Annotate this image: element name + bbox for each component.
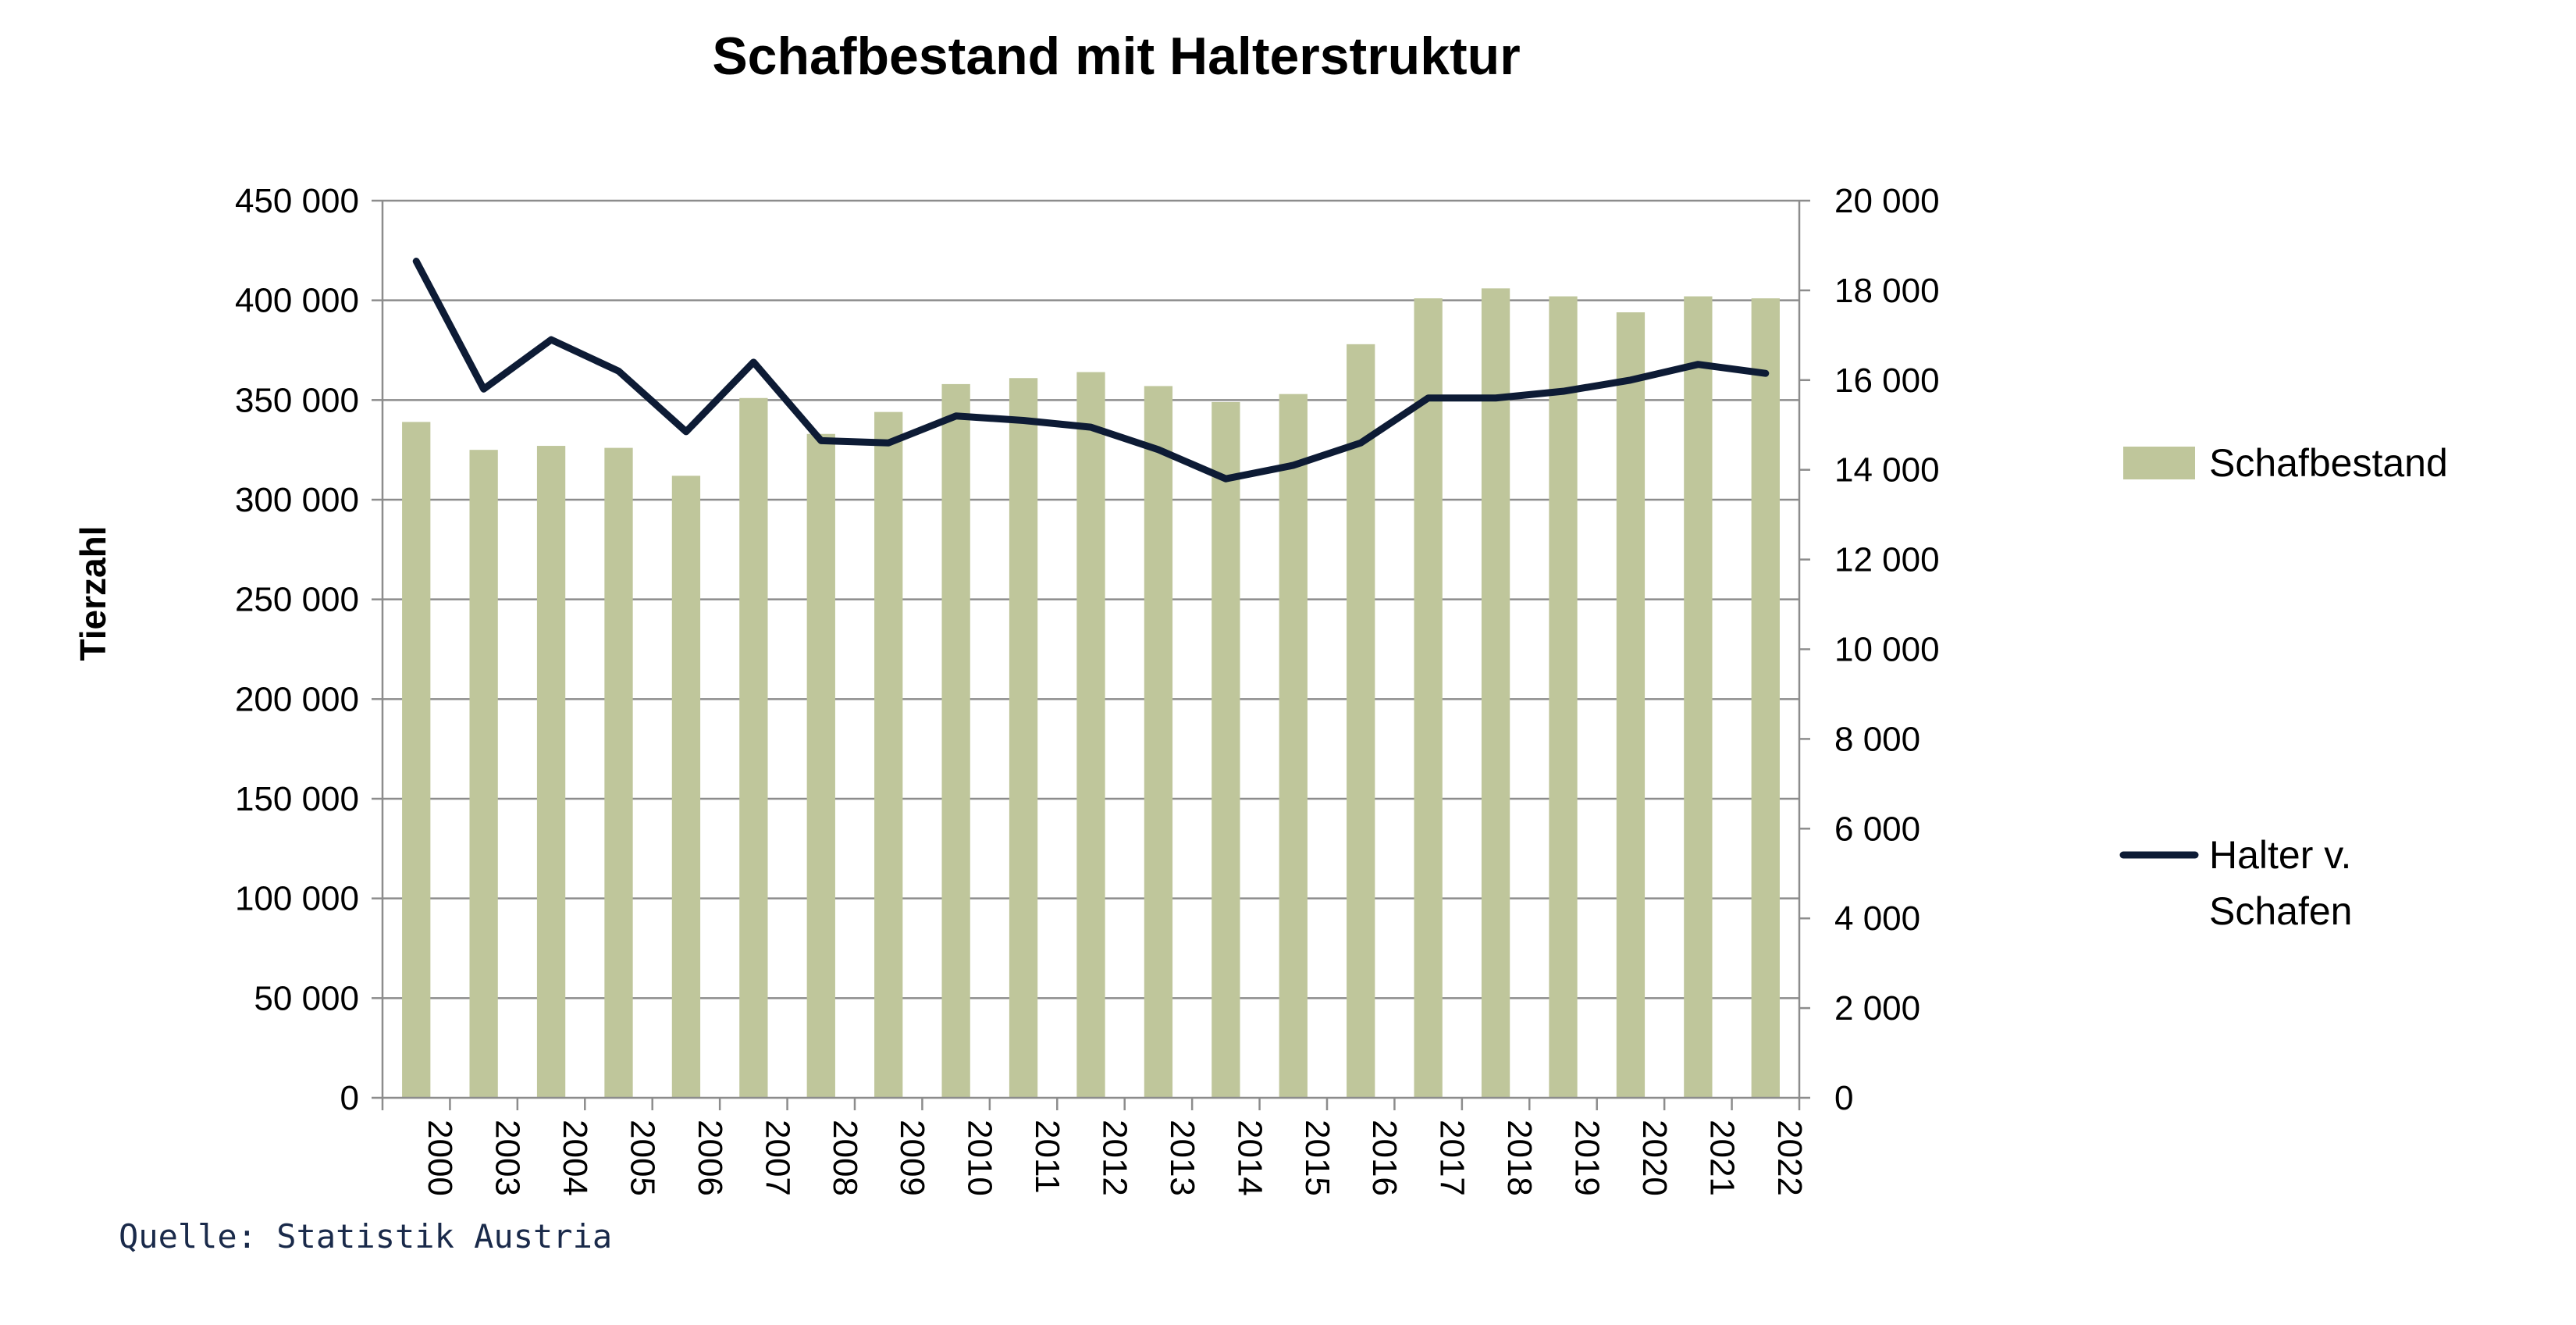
x-tick-label: 2017 [1433, 1120, 1471, 1196]
y-left-tick-label: 250 000 [235, 581, 359, 619]
bar-schafbestand [402, 422, 431, 1098]
x-tick-label: 2005 [624, 1120, 662, 1196]
bar-schafbestand [1076, 372, 1105, 1098]
bar-schafbestand [671, 476, 701, 1098]
y-left-tick-label: 200 000 [235, 680, 359, 718]
bar-schafbestand [469, 450, 498, 1098]
x-tick-label: 2011 [1028, 1120, 1066, 1194]
y-right-tick-label: 16 000 [1834, 362, 1940, 400]
bar-schafbestand [536, 446, 566, 1098]
bar-schafbestand [604, 447, 633, 1098]
x-tick-label: 2020 [1635, 1120, 1674, 1196]
y-right-tick-label: 20 000 [1834, 182, 1940, 220]
y-right-tick-label: 14 000 [1834, 451, 1940, 490]
legend-label-halter-line: Schafen [2209, 889, 2352, 933]
x-tick-label: 2019 [1568, 1120, 1606, 1196]
bar-schafbestand [739, 397, 768, 1098]
axis-layer [372, 199, 1810, 1110]
y-left-tick-label: 50 000 [254, 979, 359, 1017]
y-left-tick-label: 400 000 [235, 282, 359, 320]
bar-schafbestand [1751, 298, 1780, 1098]
x-tick-layer: 2000 2003 2004 2005 2006 2007 2008 2009 2010 2011… [421, 1120, 1809, 1196]
x-tick-label: 2013 [1163, 1120, 1201, 1196]
bar-schafbestand [874, 411, 903, 1098]
bar-schafbestand [1212, 401, 1240, 1098]
x-tick-label: 2021 [1703, 1120, 1741, 1196]
x-tick-label: 2010 [961, 1120, 999, 1196]
y-right-tick-label: 6 000 [1834, 810, 1920, 848]
x-tick-label: 2015 [1298, 1120, 1336, 1196]
legend-label-halter: Halter v. Schafen [2209, 833, 2352, 933]
x-tick-label: 2004 [556, 1120, 594, 1196]
y-right-tick-label: 0 [1834, 1079, 1853, 1117]
x-tick-label: 2014 [1230, 1120, 1268, 1196]
x-tick-label: 2000 [421, 1120, 459, 1196]
x-tick-label: 2009 [893, 1120, 931, 1196]
left-tick-layer: 0 50 000 100 000 150 000 200 000 250 000 300 0… [235, 182, 359, 1117]
x-tick-label: 2016 [1365, 1120, 1404, 1196]
bar-layer [402, 288, 1780, 1099]
legend-swatch-schafbestand [2123, 447, 2195, 479]
x-tick-label: 2008 [826, 1120, 864, 1196]
x-tick-label: 2006 [691, 1120, 729, 1196]
y-left-tick-label: 150 000 [235, 780, 359, 818]
y-right-tick-label: 8 000 [1834, 720, 1920, 758]
y-left-tick-label: 450 000 [235, 182, 359, 220]
y-left-tick-label: 0 [340, 1079, 359, 1117]
bar-schafbestand [1009, 378, 1038, 1098]
y-left-tick-label: 300 000 [235, 481, 359, 519]
y-right-tick-label: 10 000 [1834, 631, 1940, 669]
x-tick-label: 2003 [489, 1120, 527, 1196]
bar-schafbestand [1684, 296, 1713, 1098]
y-right-tick-label: 2 000 [1834, 989, 1920, 1028]
y-right-tick-label: 18 000 [1834, 272, 1940, 310]
y-right-tick-label: 4 000 [1834, 899, 1920, 938]
bar-schafbestand [1414, 298, 1443, 1098]
x-tick-label: 2018 [1500, 1120, 1539, 1196]
bar-schafbestand [1144, 386, 1173, 1099]
source-note: Quelle: Statistik Austria [119, 1217, 612, 1256]
bar-schafbestand [941, 383, 970, 1098]
y-left-tick-label: 350 000 [235, 381, 359, 419]
bar-schafbestand [1481, 288, 1510, 1098]
x-tick-label: 2007 [758, 1120, 796, 1196]
legend-label-halter-line: Halter v. [2209, 833, 2351, 877]
legend-label-schafbestand: Schafbestand [2209, 441, 2448, 485]
x-tick-label: 2012 [1096, 1120, 1134, 1196]
bar-schafbestand [1616, 312, 1646, 1098]
bar-schafbestand [1279, 394, 1308, 1098]
bar-schafbestand [1347, 344, 1375, 1099]
bar-schafbestand [806, 433, 835, 1098]
y-left-tick-label: 100 000 [235, 880, 359, 918]
line-layer [412, 258, 1770, 483]
legend: Schafbestand Halter v. Schafen [2119, 441, 2448, 933]
x-tick-label: 2022 [1770, 1120, 1809, 1196]
y-right-tick-label: 12 000 [1834, 541, 1940, 579]
bar-schafbestand [1549, 296, 1578, 1098]
right-tick-layer: 0 2 000 4 000 6 000 8 000 10 000 12 000 14 000 1… [1834, 182, 1940, 1117]
y-axis-title: Tierzahl [73, 526, 113, 661]
chart-title: Schafbestand mit Halterstruktur [712, 27, 1520, 86]
